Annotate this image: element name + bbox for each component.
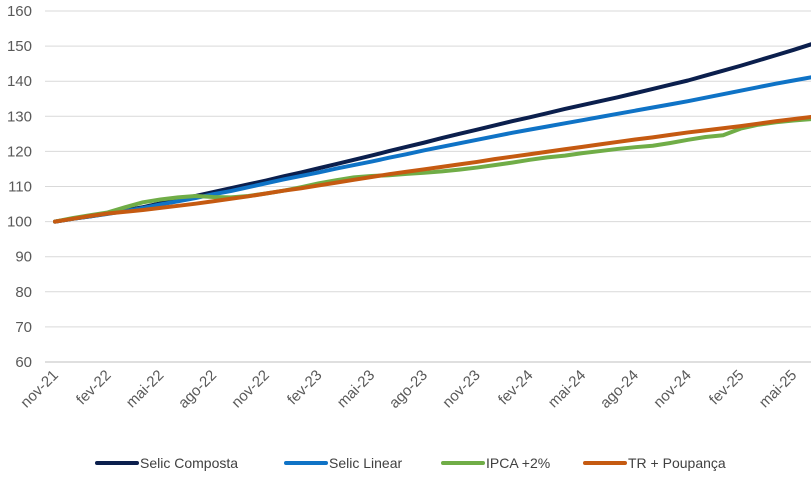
x-tick-label: nov-22: [228, 367, 272, 411]
x-tick-label: mai-23: [334, 367, 378, 411]
legend: Selic Composta Selic Linear IPCA +2% TR + P…: [95, 455, 726, 471]
x-tick-label: fev-23: [284, 367, 326, 409]
legend-label: TR + Poupança: [628, 455, 726, 471]
x-tick-label: fev-25: [706, 367, 748, 409]
x-tick-label: mai-25: [756, 367, 800, 411]
x-tick-label: ago-23: [386, 367, 431, 412]
series-line-3: [53, 117, 811, 224]
y-tick-label: 130: [7, 108, 32, 125]
x-tick-label: nov-24: [650, 367, 694, 411]
x-tick-label: mai-24: [545, 367, 589, 411]
y-tick-label: 120: [7, 143, 32, 160]
series-line-4: [53, 115, 811, 224]
y-tick-label: 90: [15, 249, 32, 266]
series-lines: [53, 42, 811, 224]
y-tick-label: 140: [7, 73, 32, 90]
x-tick-label: nov-23: [439, 367, 483, 411]
x-tick-label: ago-24: [597, 367, 642, 412]
x-tick-label: fev-22: [73, 367, 115, 409]
y-tick-label: 100: [7, 214, 32, 231]
y-tick-label: 70: [15, 319, 32, 336]
x-tick-label: ago-22: [175, 367, 220, 412]
y-tick-label: 110: [8, 179, 32, 196]
y-tick-label: 60: [15, 354, 32, 371]
y-tick-label: 150: [7, 38, 32, 55]
y-tick-label: 160: [7, 3, 32, 20]
legend-label: Selic Composta: [140, 455, 238, 471]
series-line-2: [53, 75, 811, 224]
legend-label: IPCA +2%: [486, 455, 550, 471]
y-tick-label: 80: [15, 284, 32, 301]
x-tick-label: fev-24: [495, 367, 537, 409]
x-tick-label: mai-22: [123, 367, 167, 411]
x-tick-label: nov-21: [17, 367, 61, 411]
legend-label: Selic Linear: [329, 455, 402, 471]
